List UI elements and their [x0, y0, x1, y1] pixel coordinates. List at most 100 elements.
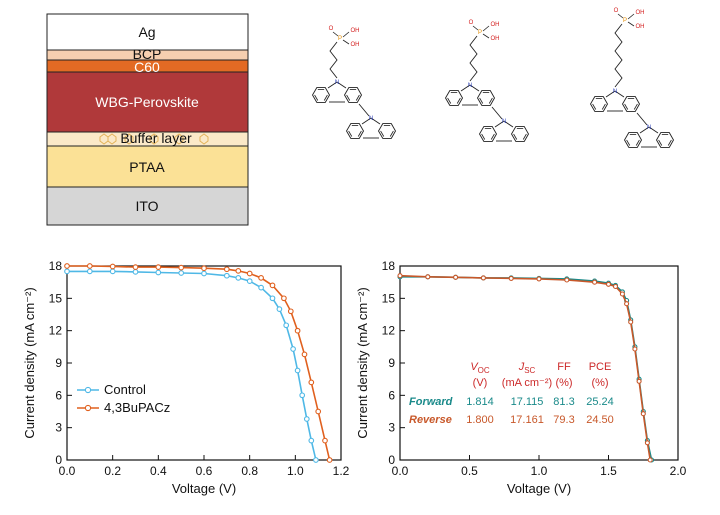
data-point [299, 392, 306, 399]
double-bond [447, 97, 452, 104]
bond [494, 120, 505, 128]
benzene-ring [621, 96, 641, 112]
y-tick-label: 0 [55, 453, 62, 467]
double-bond [314, 94, 319, 101]
x-tick-label: 1.0 [287, 464, 304, 478]
table-cell: 81.3 [553, 396, 574, 408]
data-point [269, 282, 276, 289]
buffer-molecules-pattern [99, 133, 209, 145]
table-header-3: PCE [589, 361, 612, 373]
y-tick-label: 15 [382, 291, 396, 305]
table-row-label-0: Forward [409, 396, 453, 408]
x-tick-label: 2.0 [670, 464, 687, 478]
series-line-1 [399, 274, 651, 461]
layer-label-c60: C60 [134, 59, 160, 75]
x-tick-label: 1.2 [333, 464, 350, 478]
x-tick-label: 0.0 [59, 464, 76, 478]
double-bond [601, 103, 606, 110]
atom-label-n: N [613, 89, 617, 95]
double-bond [481, 133, 486, 140]
data-point [223, 272, 230, 279]
bond [636, 112, 648, 126]
x-tick-label: 1.0 [531, 464, 548, 478]
bond [482, 33, 490, 39]
x-tick-label: 0.4 [150, 464, 167, 478]
data-point [132, 264, 139, 270]
double-bond [667, 139, 672, 146]
bond [370, 117, 381, 125]
benzene-ring [345, 123, 365, 139]
y-tick-label: 6 [55, 388, 62, 402]
data-point [313, 457, 319, 463]
atom-label-oh: OH [351, 42, 360, 48]
table-cell: 24.50 [586, 414, 614, 426]
atom-label-o: O [614, 8, 619, 14]
data-point [155, 264, 162, 270]
data-point [619, 291, 625, 297]
data-point [508, 275, 514, 281]
benzene-ring [476, 90, 496, 106]
series-line-0 [67, 270, 317, 461]
data-point [326, 457, 333, 463]
double-bond [346, 94, 351, 101]
table-cell: 79.3 [553, 414, 574, 426]
bond [617, 13, 624, 19]
x-tick-label: 0.6 [196, 464, 213, 478]
double-bond [380, 130, 385, 137]
x-axis-label: Voltage (V) [172, 481, 236, 496]
x-tick-label: 0.8 [241, 464, 258, 478]
data-point [480, 275, 486, 281]
y-tick-label: 0 [388, 453, 395, 467]
bond [648, 126, 659, 134]
data-point [223, 266, 230, 273]
benzene-ring [311, 87, 331, 103]
layer-ito [46, 186, 249, 226]
bond [342, 31, 350, 38]
benzene-ring [655, 132, 675, 148]
data-point [201, 270, 207, 277]
benzene-ring [510, 126, 530, 142]
x-tick-label: 0.5 [461, 464, 478, 478]
data-point [397, 273, 403, 279]
layer-ag [46, 13, 249, 51]
atom-label-oh: OH [636, 24, 645, 30]
x-tick-label: 0.2 [104, 464, 121, 478]
bond [472, 25, 479, 31]
data-point [628, 319, 634, 325]
data-point [308, 379, 315, 386]
data-point [287, 308, 294, 315]
bond [627, 21, 635, 27]
y-tick-label: 9 [388, 356, 395, 370]
data-point [315, 408, 322, 415]
data-point [636, 378, 642, 384]
data-point [624, 301, 630, 307]
data-point [269, 295, 276, 302]
data-point [283, 322, 290, 329]
data-point [425, 274, 431, 280]
layer-label-ag: Ag [138, 24, 155, 40]
data-point [276, 306, 283, 312]
y-tick-label: 15 [49, 291, 63, 305]
bond [491, 106, 503, 120]
bond [327, 81, 338, 89]
table-unit-0: (V) [473, 377, 488, 389]
benzene-ring [589, 96, 609, 112]
data-point [308, 437, 315, 444]
data-point [644, 440, 650, 446]
atom-label-o: O [469, 20, 474, 26]
double-bond [488, 97, 493, 104]
x-tick-label: 0.0 [392, 464, 409, 478]
molecule-3: PO OH OH N N [589, 8, 675, 148]
bond [460, 84, 471, 92]
data-point [258, 275, 264, 281]
table-unit-1: (mA cm⁻²) [502, 377, 552, 389]
atom-label-p: P [478, 30, 482, 36]
double-bond [592, 103, 597, 110]
data-point [109, 263, 116, 270]
table-cell: 1.800 [466, 414, 494, 426]
data-point [235, 268, 242, 274]
legend-label-0: Control [104, 382, 146, 397]
data-point [453, 274, 459, 280]
data-point [86, 268, 93, 275]
